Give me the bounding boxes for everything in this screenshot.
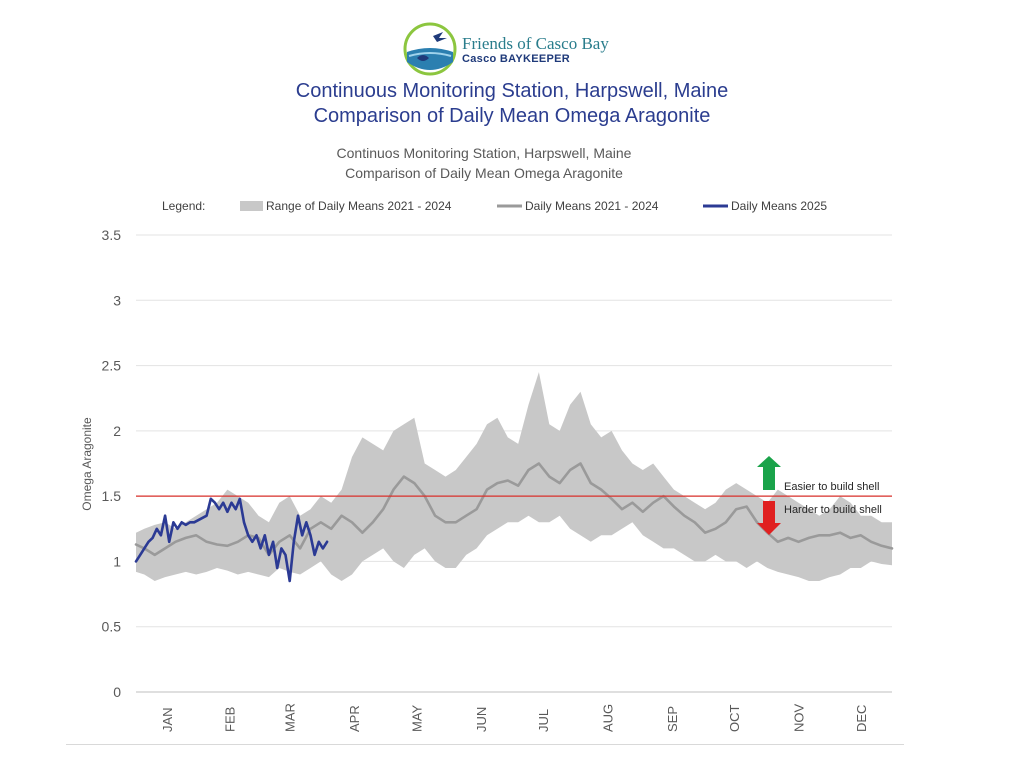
x-tick-label-sep: SEP [665, 706, 680, 732]
x-tick-label-mar: MAR [283, 703, 298, 732]
y-axis: 0 0.5 1 1.5 2 2.5 3 3.5 [102, 227, 122, 700]
y-tick-label-4: 2 [113, 423, 121, 439]
x-tick-label-oct: OCT [727, 705, 742, 733]
logo-subtitle: Casco BAYKEEPER [462, 53, 571, 65]
legend: Legend: Range of Daily Means 2021 - 2024… [162, 199, 827, 213]
y-axis-label: Omega Aragonite [80, 417, 94, 511]
x-tick-label-dec: DEC [854, 705, 869, 732]
y-tick-label-6: 3 [113, 292, 121, 308]
x-tick-label-may: MAY [409, 704, 424, 732]
x-axis: JAN FEB MAR APR MAY JUN JUL AUG SEP OCT NOV DEC [160, 703, 869, 732]
easier-arrow-icon [757, 456, 781, 490]
page-title-line1: Continuous Monitoring Station, Harpswell… [295, 80, 729, 102]
x-tick-label-apr: APR [347, 705, 362, 732]
logo: Friends of Casco Bay Casco BAYKEEPER [403, 22, 633, 82]
chart-title-line2: Comparison of Daily Mean Omega Aragonite [345, 165, 623, 181]
series-line-daily-means-2025 [134, 497, 329, 583]
harder-label: Harder to build shell [784, 504, 882, 516]
y-tick-label-5: 2.5 [102, 358, 122, 374]
legend-swatch-range [240, 201, 263, 211]
legend-item-2025: Daily Means 2025 [731, 199, 827, 213]
y-tick-label-3: 1.5 [102, 488, 122, 504]
x-tick-label-jan: JAN [160, 707, 175, 732]
legend-item-mean: Daily Means 2021 - 2024 [525, 199, 659, 213]
x-tick-label-nov: NOV [792, 704, 807, 733]
range-band-area [136, 372, 892, 581]
shell-annotation: Easier to build shell Harder to build sh… [757, 456, 882, 535]
y-tick-label-2: 1 [113, 553, 121, 569]
x-tick-label-feb: FEB [223, 707, 238, 732]
x-tick-label-aug: AUG [601, 704, 616, 732]
y-tick-label-7: 3.5 [102, 227, 122, 243]
easier-label: Easier to build shell [784, 481, 879, 493]
y-tick-label-0: 0 [113, 684, 121, 700]
range-band-layer [136, 372, 892, 581]
chart-title-line1: Continuos Monitoring Station, Harpswell,… [337, 145, 632, 161]
friends-of-casco-bay-logo-icon [403, 22, 457, 76]
x-tick-label-jun: JUN [474, 707, 489, 732]
logo-name: Friends of Casco Bay [462, 34, 609, 53]
harder-arrow-icon [757, 501, 781, 535]
page-title-line2: Comparison of Daily Mean Omega Aragonite [313, 105, 711, 127]
legend-label: Legend: [162, 199, 205, 213]
y-tick-label-1: 0.5 [102, 619, 122, 635]
legend-item-range: Range of Daily Means 2021 - 2024 [266, 199, 452, 213]
x-tick-label-jul: JUL [536, 709, 551, 732]
bottom-divider [66, 744, 904, 745]
